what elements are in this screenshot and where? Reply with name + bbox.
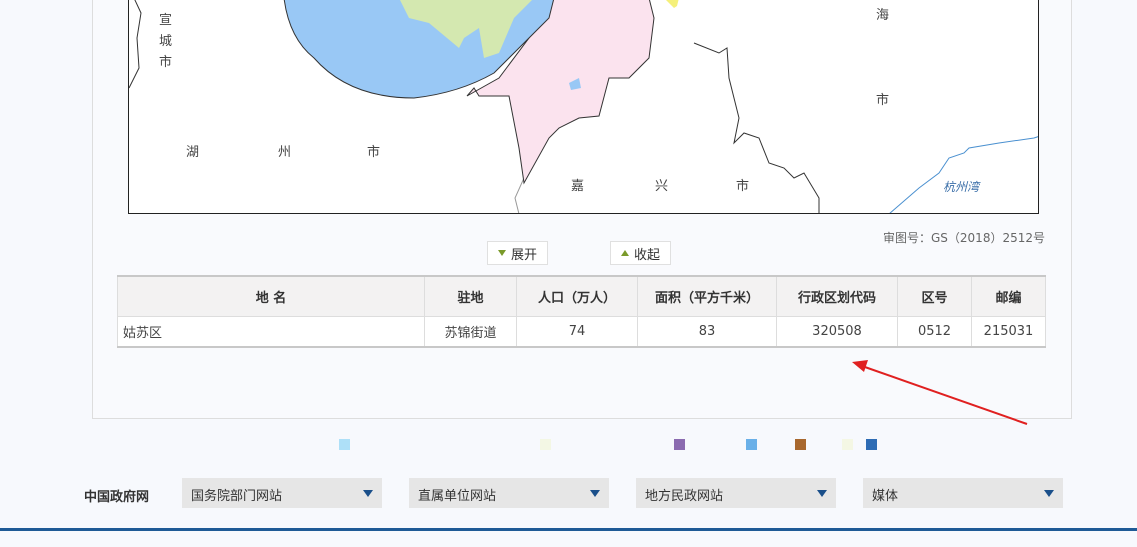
header-population: 人口（万人） xyxy=(516,275,638,317)
label-char: 城 xyxy=(159,34,173,49)
label-shanghai-1: 海 xyxy=(876,8,890,23)
cell-population: 74 xyxy=(516,315,638,348)
district-map[interactable]: 宣 城 市 湖 州 市 嘉 兴 市 海 市 杭州湾 xyxy=(128,0,1039,214)
label-xuancheng: 宣 城 市 xyxy=(159,10,172,73)
select-media[interactable]: 媒体 xyxy=(863,478,1063,508)
cell-postcode: 215031 xyxy=(971,315,1046,348)
caret-down-icon xyxy=(817,490,827,497)
label-jiaxing-1: 嘉 xyxy=(571,179,585,194)
label-char: 市 xyxy=(159,55,173,70)
legend-swatch xyxy=(540,439,551,450)
label-hangzhou-bay: 杭州湾 xyxy=(943,180,980,194)
label-jiaxing-2: 兴 xyxy=(655,179,669,194)
cell-area: 83 xyxy=(637,315,777,348)
select-local-civil-affairs[interactable]: 地方民政网站 xyxy=(636,478,836,508)
cell-division-code: 320508 xyxy=(776,315,898,348)
caret-down-icon xyxy=(590,490,600,497)
table-header-row: 地 名 驻地 人口（万人） 面积（平方千米） 行政区划代码 区号 邮编 xyxy=(117,275,1046,317)
small-lake xyxy=(569,78,581,90)
legend-swatch xyxy=(842,439,853,450)
header-area: 面积（平方千米） xyxy=(637,275,777,317)
map-graphic xyxy=(129,0,1038,213)
label-huzhou-3: 市 xyxy=(367,145,381,160)
legend-swatch xyxy=(795,439,806,450)
label-jiaxing-3: 市 xyxy=(736,179,750,194)
select-label: 地方民政网站 xyxy=(645,489,724,504)
footer-divider xyxy=(0,528,1137,531)
label-huzhou-2: 州 xyxy=(278,145,292,160)
header-seat: 驻地 xyxy=(424,275,517,317)
collapse-label: 收起 xyxy=(634,247,661,263)
east-boundary xyxy=(693,42,820,213)
west-boundary xyxy=(129,0,142,89)
map-approval-number: 审图号：GS（2018）2512号 xyxy=(883,231,1045,245)
district-info-table: 地 名 驻地 人口（万人） 面积（平方千米） 行政区划代码 区号 邮编 姑苏区 … xyxy=(117,275,1046,348)
label-shanghai-2: 市 xyxy=(876,93,890,108)
cell-name: 姑苏区 xyxy=(117,315,425,348)
select-label: 媒体 xyxy=(872,489,899,504)
caret-down-icon xyxy=(1044,490,1054,497)
expand-label: 展开 xyxy=(511,247,538,263)
label-char: 宣 xyxy=(159,13,173,28)
select-state-council-departments[interactable]: 国务院部门网站 xyxy=(182,478,382,508)
legend-swatch xyxy=(339,439,350,450)
triangle-up-icon xyxy=(621,250,629,256)
cell-area-code: 0512 xyxy=(897,315,972,348)
select-label: 直属单位网站 xyxy=(418,489,497,504)
gusu-district xyxy=(466,0,655,185)
legend-swatch xyxy=(866,439,877,450)
footer-gov-label: 中国政府网 xyxy=(84,490,150,505)
green-land xyxy=(400,0,532,58)
water-line xyxy=(889,136,1038,213)
collapse-button[interactable]: 收起 xyxy=(610,241,672,265)
header-postcode: 邮编 xyxy=(971,275,1046,317)
legend-swatch xyxy=(746,439,757,450)
yellow-area xyxy=(666,0,679,8)
select-affiliated-units[interactable]: 直属单位网站 xyxy=(409,478,609,508)
caret-down-icon xyxy=(363,490,373,497)
legend-swatch xyxy=(674,439,685,450)
table-row: 姑苏区 苏锦街道 74 83 320508 0512 215031 xyxy=(117,315,1046,348)
select-label: 国务院部门网站 xyxy=(191,489,283,504)
cell-seat: 苏锦街道 xyxy=(424,315,517,348)
label-huzhou-1: 湖 xyxy=(186,145,200,160)
header-division-code: 行政区划代码 xyxy=(776,275,898,317)
header-area-code: 区号 xyxy=(897,275,972,317)
legend-strip xyxy=(0,439,1137,451)
header-name: 地 名 xyxy=(117,275,425,317)
expand-button[interactable]: 展开 xyxy=(487,241,549,265)
triangle-down-icon xyxy=(498,250,506,256)
